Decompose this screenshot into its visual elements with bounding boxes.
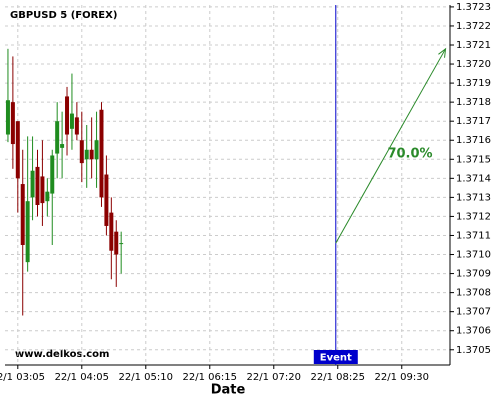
y-tick-label: 1.3719 [456,78,491,89]
candle-body [89,149,94,160]
candle-body [20,184,25,245]
x-tick-label: 22/1 08:25 [311,372,365,383]
candle-body [50,155,55,194]
y-tick-label: 1.3713 [456,192,491,203]
y-tick-label: 1.3715 [456,154,491,165]
y-tick-label: 1.3721 [456,40,491,51]
x-tick-label: 22/1 09:30 [375,372,429,383]
event-label: Event [320,353,352,364]
candle-body [74,117,79,135]
candle-body [30,170,35,198]
y-tick-label: 1.3720 [456,59,491,70]
arrow-label: 70.0% [387,147,432,162]
x-tick-label: 22/1 04:05 [55,372,109,383]
x-tick-label: 22/1 05:10 [119,372,173,383]
y-tick-label: 1.3723 [456,2,491,13]
event-label-box [313,350,358,364]
candle-body [65,96,70,135]
watermark: www.delkos.com [15,349,109,360]
y-tick-label: 1.3706 [456,326,491,337]
forecast-arrow [335,48,447,244]
x-tick-label: 22/1 03:05 [0,372,45,383]
x-tick-label: 22/1 06:15 [183,372,237,383]
candle-body [40,176,45,204]
x-axis-label: Date [211,383,246,398]
y-tick-label: 1.3709 [456,269,491,280]
y-tick-label: 1.3711 [456,230,491,241]
candle-body [94,140,99,160]
candle-body [60,144,65,148]
candle-body [25,201,30,263]
y-tick-label: 1.3722 [456,21,491,32]
y-tick-label: 1.3712 [456,211,491,222]
candle-body [10,102,15,145]
y-tick-label: 1.3708 [456,288,491,299]
candle-body [114,231,119,255]
candle-body [55,121,60,154]
arrow-head [438,47,447,58]
candle-body [35,166,40,205]
y-tick-label: 1.3718 [456,97,491,108]
y-tick-label: 1.3705 [456,345,491,356]
y-tick-label: 1.3714 [456,173,491,184]
candle-body [84,149,89,160]
y-tick-label: 1.3717 [456,116,491,127]
candle-body [15,121,20,179]
y-tick-label: 1.3716 [456,135,491,146]
candle-body [109,212,114,251]
candle-body [69,113,74,129]
x-tick-label: 22/1 07:20 [247,372,301,383]
chart-title: GBPUSD 5 (FOREX) [10,10,117,21]
y-tick-label: 1.3710 [456,250,491,261]
candle-body [99,109,104,198]
candle-body [119,243,124,245]
candle-body [104,174,109,226]
y-tick-label: 1.3707 [456,307,491,318]
candle-body [5,100,10,135]
candle-body [45,191,50,202]
candle-body [79,140,84,164]
